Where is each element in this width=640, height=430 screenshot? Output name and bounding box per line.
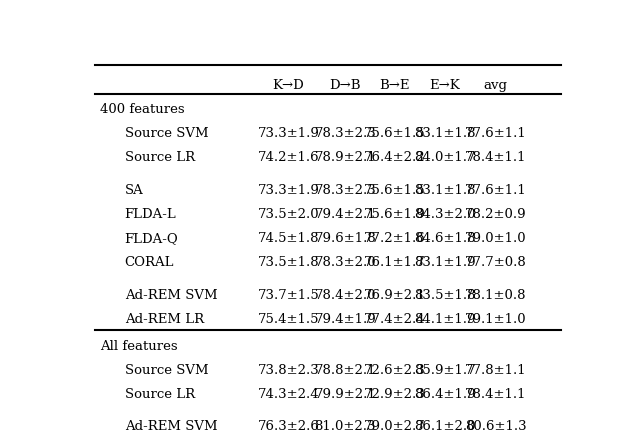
Text: 85.9±1.7: 85.9±1.7: [413, 364, 476, 377]
Text: 77.4±2.4: 77.4±2.4: [364, 313, 426, 326]
Text: 78.2±0.9: 78.2±0.9: [465, 208, 527, 221]
Text: 79.6±1.8: 79.6±1.8: [314, 232, 376, 245]
Text: 78.1±0.8: 78.1±0.8: [465, 289, 526, 302]
Text: D→B: D→B: [330, 79, 361, 92]
Text: 78.4±2.0: 78.4±2.0: [315, 289, 376, 302]
Text: 77.8±1.1: 77.8±1.1: [465, 364, 527, 377]
Text: 76.4±2.2: 76.4±2.2: [364, 151, 426, 164]
Text: 77.7±0.8: 77.7±0.8: [465, 256, 527, 269]
Text: 76.3±2.6: 76.3±2.6: [257, 421, 319, 430]
Text: 84.0±1.7: 84.0±1.7: [414, 151, 476, 164]
Text: FLDA-L: FLDA-L: [125, 208, 177, 221]
Text: Source LR: Source LR: [125, 151, 195, 164]
Text: 79.0±2.7: 79.0±2.7: [364, 421, 426, 430]
Text: 78.3±2.0: 78.3±2.0: [314, 256, 376, 269]
Text: 83.1±1.8: 83.1±1.8: [414, 184, 476, 197]
Text: 78.4±1.1: 78.4±1.1: [465, 151, 526, 164]
Text: Source LR: Source LR: [125, 388, 195, 401]
Text: 86.1±2.0: 86.1±2.0: [414, 421, 476, 430]
Text: 80.6±1.3: 80.6±1.3: [465, 421, 527, 430]
Text: avg: avg: [484, 79, 508, 92]
Text: 73.3±1.9: 73.3±1.9: [257, 127, 319, 140]
Text: 79.1±1.0: 79.1±1.0: [465, 313, 527, 326]
Text: 84.1±1.9: 84.1±1.9: [414, 313, 476, 326]
Text: 79.4±2.1: 79.4±2.1: [314, 208, 376, 221]
Text: 78.3±2.3: 78.3±2.3: [314, 127, 376, 140]
Text: 77.6±1.1: 77.6±1.1: [465, 127, 527, 140]
Text: 74.3±2.4: 74.3±2.4: [257, 388, 319, 401]
Text: FLDA-Q: FLDA-Q: [125, 232, 179, 245]
Text: Ad-REM LR: Ad-REM LR: [125, 313, 204, 326]
Text: Ad-REM SVM: Ad-REM SVM: [125, 421, 217, 430]
Text: 77.2±1.6: 77.2±1.6: [364, 232, 426, 245]
Text: 75.6±1.5: 75.6±1.5: [364, 127, 426, 140]
Text: 400 features: 400 features: [100, 103, 184, 116]
Text: 76.9±2.1: 76.9±2.1: [364, 289, 426, 302]
Text: Ad-REM SVM: Ad-REM SVM: [125, 289, 217, 302]
Text: 83.5±1.8: 83.5±1.8: [414, 289, 476, 302]
Text: 78.4±1.1: 78.4±1.1: [465, 388, 526, 401]
Text: 86.4±1.9: 86.4±1.9: [413, 388, 476, 401]
Text: 76.1±1.7: 76.1±1.7: [364, 256, 426, 269]
Text: SA: SA: [125, 184, 143, 197]
Text: Source SVM: Source SVM: [125, 127, 208, 140]
Text: B→E: B→E: [380, 79, 410, 92]
Text: 84.6±1.8: 84.6±1.8: [414, 232, 476, 245]
Text: 72.9±2.3: 72.9±2.3: [364, 388, 426, 401]
Text: 77.6±1.1: 77.6±1.1: [465, 184, 527, 197]
Text: 72.6±2.3: 72.6±2.3: [364, 364, 426, 377]
Text: 78.8±2.1: 78.8±2.1: [315, 364, 376, 377]
Text: All features: All features: [100, 340, 177, 353]
Text: 73.3±1.9: 73.3±1.9: [257, 184, 319, 197]
Text: K→D: K→D: [273, 79, 304, 92]
Text: 83.1±1.8: 83.1±1.8: [414, 127, 476, 140]
Text: CORAL: CORAL: [125, 256, 174, 269]
Text: 79.9±2.1: 79.9±2.1: [314, 388, 376, 401]
Text: 78.9±2.1: 78.9±2.1: [314, 151, 376, 164]
Text: 84.3±2.0: 84.3±2.0: [414, 208, 476, 221]
Text: E→K: E→K: [429, 79, 460, 92]
Text: 79.4±1.9: 79.4±1.9: [314, 313, 376, 326]
Text: 74.5±1.8: 74.5±1.8: [257, 232, 319, 245]
Text: 78.3±2.3: 78.3±2.3: [314, 184, 376, 197]
Text: 83.1±1.9: 83.1±1.9: [413, 256, 476, 269]
Text: 79.0±1.0: 79.0±1.0: [465, 232, 527, 245]
Text: 75.6±1.9: 75.6±1.9: [364, 208, 426, 221]
Text: 73.7±1.5: 73.7±1.5: [257, 289, 319, 302]
Text: 75.6±1.5: 75.6±1.5: [364, 184, 426, 197]
Text: 73.5±2.0: 73.5±2.0: [257, 208, 319, 221]
Text: 75.4±1.5: 75.4±1.5: [257, 313, 319, 326]
Text: 73.8±2.3: 73.8±2.3: [257, 364, 319, 377]
Text: 74.2±1.6: 74.2±1.6: [257, 151, 319, 164]
Text: 81.0±2.3: 81.0±2.3: [315, 421, 376, 430]
Text: Source SVM: Source SVM: [125, 364, 208, 377]
Text: 73.5±1.8: 73.5±1.8: [257, 256, 319, 269]
